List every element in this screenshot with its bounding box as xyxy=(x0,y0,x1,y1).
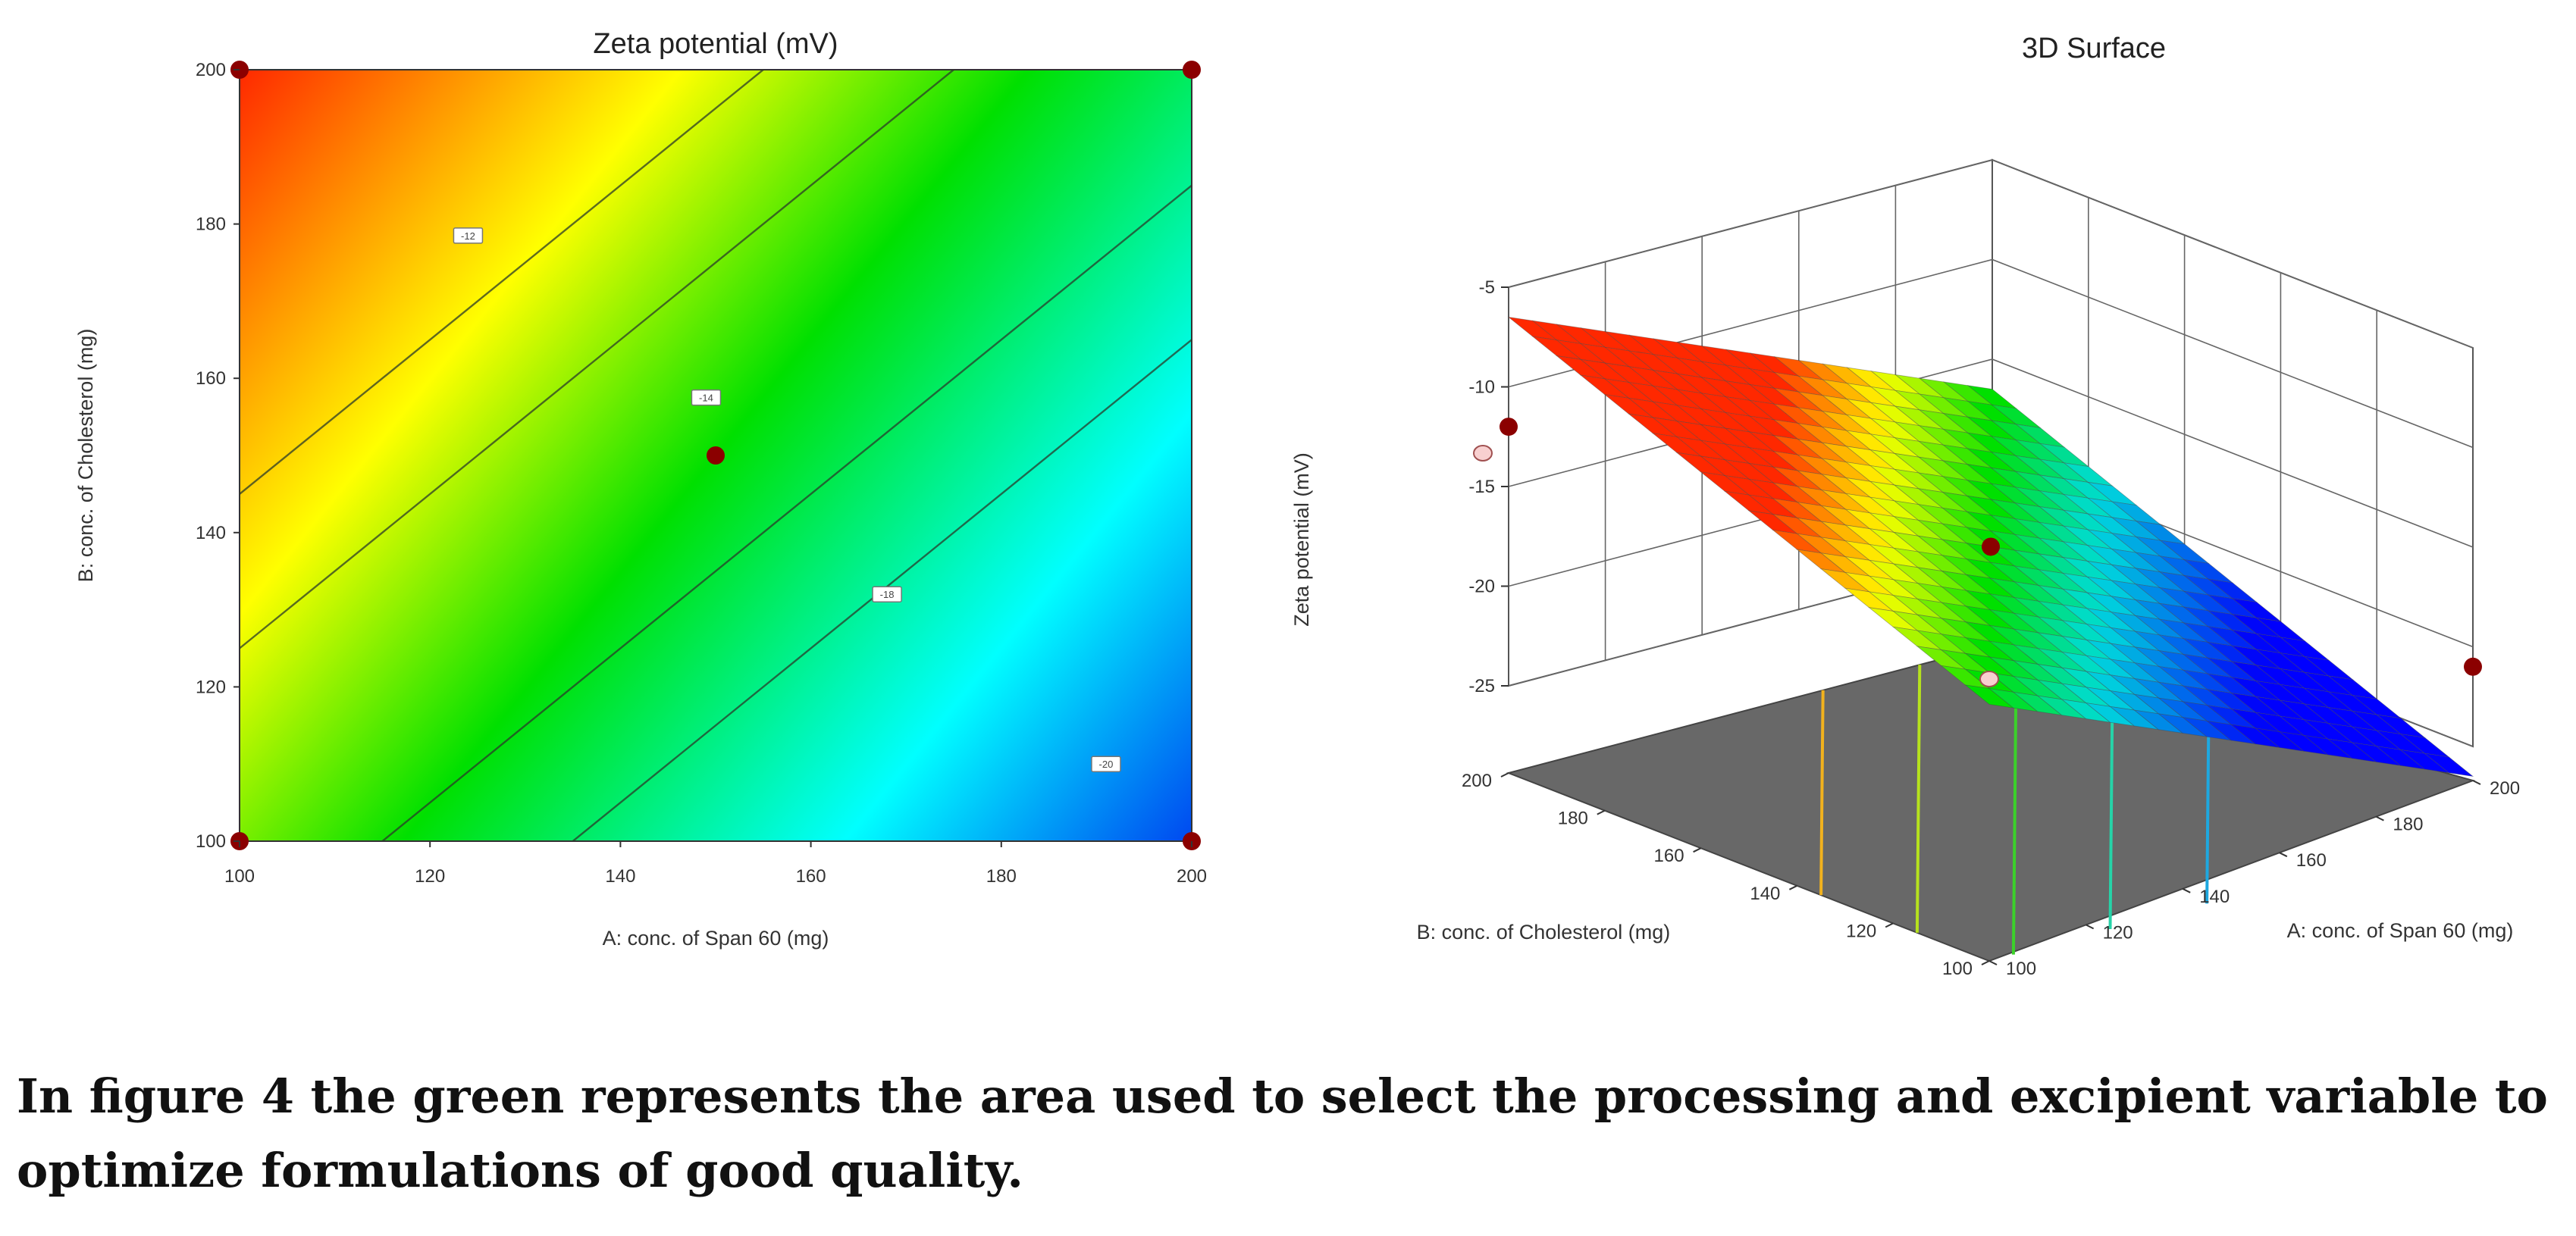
contour-x-axis-label: A: conc. of Span 60 (mg) xyxy=(603,927,829,950)
surface-b-axis-label: B: conc. of Cholesterol (mg) xyxy=(1417,921,1671,943)
b-tick-label: 160 xyxy=(1654,846,1684,866)
floor-contour xyxy=(1915,665,1922,933)
surface-z-ticks: -5 -10 -15 -20 -25 xyxy=(1468,277,1509,696)
design-point xyxy=(707,446,725,465)
floor-contour xyxy=(2205,730,2211,904)
surface-marker-light xyxy=(1473,445,1493,462)
contour-line xyxy=(381,184,1192,841)
b-tick-label: 100 xyxy=(1942,959,1973,979)
x-tick-label: 180 xyxy=(986,866,1017,887)
z-tick-label: -10 xyxy=(1468,377,1495,398)
surface-b-ticks: 100 120 140 160 180 200 xyxy=(1462,771,1990,979)
contour-y-ticks: 100 120 140 160 180 200 xyxy=(196,60,240,852)
contour-title: Zeta potential (mV) xyxy=(593,28,838,60)
a-tick-label: 100 xyxy=(2006,959,2036,979)
contour-lines xyxy=(240,70,1192,841)
contour-label: -20 xyxy=(1099,759,1114,770)
b-tick-mark xyxy=(1693,847,1702,853)
y-tick-label: 120 xyxy=(196,677,226,697)
b-tick-mark xyxy=(1788,884,1797,890)
a-tick-label: 180 xyxy=(2393,815,2423,835)
a-tick-mark xyxy=(2472,780,2481,785)
contour-x-ticks: 100 120 140 160 180 200 xyxy=(224,841,1207,887)
contour-label-box xyxy=(872,586,902,602)
contour-label-box xyxy=(1091,756,1121,772)
contour-label-box xyxy=(691,389,722,406)
z-tick-label: -25 xyxy=(1468,676,1495,696)
a-tick-mark xyxy=(2375,815,2384,821)
contour-y-axis-label: B: conc. of Cholesterol (mg) xyxy=(74,329,97,583)
contour-label: -18 xyxy=(880,589,895,600)
y-tick-label: 140 xyxy=(196,523,226,543)
a-tick-label: 160 xyxy=(2296,850,2327,871)
surface-design-point xyxy=(1982,537,2000,556)
contour-labels: -12 -14 -18 -20 xyxy=(453,227,1121,772)
contour-chart: Zeta potential (mV) -12-14-18-20 100 120 1… xyxy=(74,28,1207,950)
y-tick-label: 200 xyxy=(196,60,226,80)
surface-mesh xyxy=(1507,316,2474,778)
b-tick-mark xyxy=(1597,809,1606,815)
contour-line xyxy=(240,70,955,649)
surface-design-point xyxy=(1500,418,1518,437)
b-tick-mark xyxy=(1981,960,1990,965)
a-tick-label: 200 xyxy=(2490,778,2520,799)
b-tick-label: 200 xyxy=(1462,771,1492,791)
contour-label: -12 xyxy=(461,230,475,242)
surface-a-ticks: 100 120 140 160 180 200 xyxy=(1988,778,2520,979)
design-point xyxy=(1183,61,1201,79)
a-tick-label: 140 xyxy=(2199,887,2230,907)
b-tick-mark xyxy=(1885,922,1894,928)
a-tick-mark xyxy=(1988,960,1998,965)
x-tick-label: 160 xyxy=(796,866,826,887)
x-tick-label: 100 xyxy=(224,866,255,887)
surface-z-axis-label: Zeta potential (mV) xyxy=(1290,452,1313,627)
surface-title: 3D Surface xyxy=(2022,33,2166,64)
y-tick-label: 160 xyxy=(196,368,226,389)
z-tick-label: -5 xyxy=(1479,277,1495,298)
contour-label: -14 xyxy=(699,393,713,404)
figure-caption: In figure 4 the green represents the are… xyxy=(17,1069,2548,1198)
surface-chart: 3D Surface -5 -10 -15 -20 -25 100 120 140 160 18… xyxy=(1290,33,2520,979)
b-tick-label: 140 xyxy=(1750,884,1780,904)
b-tick-label: 180 xyxy=(1558,809,1588,829)
z-tick-label: -15 xyxy=(1468,477,1495,497)
surface-design-points xyxy=(1473,418,2482,687)
contour-label-box xyxy=(453,227,484,244)
surface-cell xyxy=(2424,753,2474,778)
y-tick-label: 100 xyxy=(196,831,226,852)
surface-marker-light xyxy=(1979,671,1999,687)
y-tick-label: 180 xyxy=(196,214,226,235)
contour-line xyxy=(240,70,765,495)
x-tick-label: 140 xyxy=(605,866,635,887)
contour-line xyxy=(571,339,1192,841)
z-tick-label: -20 xyxy=(1468,577,1495,597)
floor-contour xyxy=(1819,690,1825,896)
x-tick-label: 120 xyxy=(415,866,445,887)
b-tick-label: 120 xyxy=(1846,921,1876,941)
a-tick-mark xyxy=(2182,887,2191,893)
a-tick-label: 120 xyxy=(2103,922,2133,943)
x-tick-label: 200 xyxy=(1177,866,1207,887)
floor-contour xyxy=(2108,692,2114,930)
a-tick-mark xyxy=(2279,852,2288,858)
b-tick-mark xyxy=(1500,772,1509,778)
surface-design-point xyxy=(2464,657,2482,676)
surface-a-axis-label: A: conc. of Span 60 (mg) xyxy=(2287,919,2514,942)
a-tick-mark xyxy=(2086,924,2095,930)
figure-panels: Zeta potential (mV) -12-14-18-20 100 120 1… xyxy=(74,28,2520,979)
wall-gridline xyxy=(1508,159,2474,349)
